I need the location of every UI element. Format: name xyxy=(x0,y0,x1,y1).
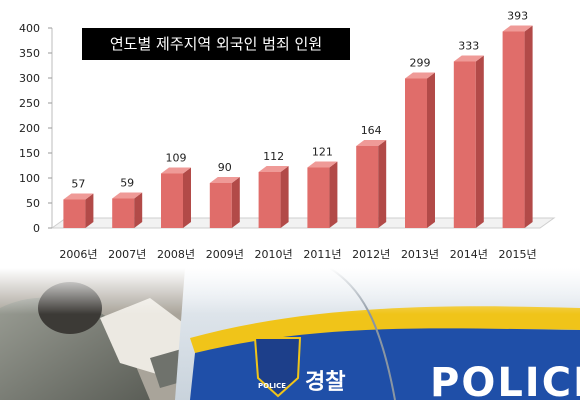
bar-top xyxy=(453,55,484,62)
police-korean-text: 경찰 xyxy=(305,370,346,395)
data-label: 57 xyxy=(71,178,85,191)
y-tick-label: 250 xyxy=(19,97,40,110)
bar xyxy=(502,31,525,228)
x-tick-label: 2006년 xyxy=(59,248,97,261)
police-english-text: POLICE xyxy=(430,360,580,400)
badge-text: POLICE xyxy=(258,382,287,390)
bar-side xyxy=(475,55,484,228)
bar xyxy=(405,78,427,228)
bar-layer xyxy=(63,25,533,228)
bar xyxy=(307,167,330,228)
bar-side xyxy=(183,167,191,228)
label-layer: 0 50 100 150 200 250 300 350 400 57 2006년 59 2007년 10… xyxy=(19,10,537,262)
data-label: 121 xyxy=(312,146,333,159)
bar xyxy=(453,61,476,228)
bar xyxy=(63,199,86,228)
bar-top xyxy=(209,177,240,183)
bar-top xyxy=(63,193,94,200)
data-label: 90 xyxy=(218,161,232,174)
bar-top xyxy=(258,166,289,172)
x-tick-label: 2008년 xyxy=(157,248,195,261)
y-tick-label: 100 xyxy=(19,172,40,185)
bar-side xyxy=(85,193,94,228)
bar xyxy=(161,173,183,228)
x-tick-label: 2011년 xyxy=(303,248,341,261)
y-tick-label: 0 xyxy=(33,222,40,235)
bar xyxy=(258,172,281,228)
y-tick-label: 150 xyxy=(19,147,40,160)
bar-side xyxy=(231,177,240,228)
x-tick-label: 2010년 xyxy=(255,248,293,261)
bar xyxy=(356,146,379,228)
x-tick-label: 2009년 xyxy=(206,248,244,261)
bar xyxy=(209,183,232,228)
police-photo: 경찰 POLICE POLICE xyxy=(0,268,580,400)
y-tick-label: 350 xyxy=(19,47,40,60)
y-tick-label: 300 xyxy=(19,72,40,85)
data-label: 112 xyxy=(263,150,284,163)
bar-top xyxy=(405,72,435,79)
bar-chart: 0 50 100 150 200 250 300 350 400 57 2006년 59 2007년 10… xyxy=(19,10,556,262)
bar-side xyxy=(329,161,338,228)
data-label: 333 xyxy=(458,40,479,53)
x-tick-label: 2012년 xyxy=(352,248,390,261)
data-label: 164 xyxy=(361,124,382,137)
bar-top xyxy=(502,25,533,32)
bar-top xyxy=(161,167,191,174)
data-label: 299 xyxy=(410,57,431,70)
x-tick-label: 2014년 xyxy=(450,248,488,261)
data-label: 393 xyxy=(507,10,528,23)
police-photo-illustration xyxy=(0,268,580,400)
bar-side xyxy=(524,25,533,228)
bar-side xyxy=(427,72,435,228)
bar xyxy=(112,198,135,228)
bar-top xyxy=(307,161,338,168)
x-tick-label: 2013년 xyxy=(401,248,439,261)
y-tick-label: 400 xyxy=(19,22,40,35)
data-label: 109 xyxy=(166,152,187,165)
bar-side xyxy=(378,140,387,228)
y-tick-label: 200 xyxy=(19,122,40,135)
data-label: 59 xyxy=(120,177,134,190)
x-tick-label: 2007년 xyxy=(108,248,146,261)
bar-side xyxy=(134,192,143,228)
y-tick-label: 50 xyxy=(26,197,40,210)
bar-top xyxy=(356,140,387,146)
bar-side xyxy=(280,166,289,228)
chart-title: 연도별 제주지역 외국인 범죄 인원 xyxy=(82,28,350,60)
x-tick-label: 2015년 xyxy=(499,248,537,261)
bar-top xyxy=(112,192,143,199)
